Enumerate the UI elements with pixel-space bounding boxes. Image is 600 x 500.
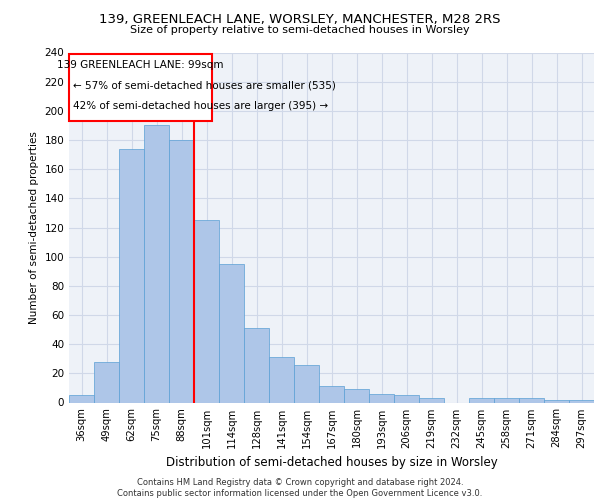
Bar xyxy=(344,390,369,402)
Bar xyxy=(319,386,344,402)
Bar xyxy=(94,362,119,403)
Bar xyxy=(569,400,594,402)
Y-axis label: Number of semi-detached properties: Number of semi-detached properties xyxy=(29,131,39,324)
Bar xyxy=(544,400,569,402)
Bar xyxy=(169,140,194,402)
Bar xyxy=(144,126,169,402)
Bar xyxy=(394,395,419,402)
FancyBboxPatch shape xyxy=(69,54,212,121)
Bar xyxy=(244,328,269,402)
Bar xyxy=(494,398,519,402)
Text: 139 GREENLEACH LANE: 99sqm: 139 GREENLEACH LANE: 99sqm xyxy=(57,60,223,70)
X-axis label: Distribution of semi-detached houses by size in Worsley: Distribution of semi-detached houses by … xyxy=(166,456,497,469)
Bar xyxy=(119,149,144,403)
Bar xyxy=(219,264,244,402)
Bar xyxy=(369,394,394,402)
Text: 42% of semi-detached houses are larger (395) →: 42% of semi-detached houses are larger (… xyxy=(73,100,328,110)
Bar xyxy=(294,364,319,403)
Bar xyxy=(469,398,494,402)
Bar xyxy=(269,358,294,403)
Text: ← 57% of semi-detached houses are smaller (535): ← 57% of semi-detached houses are smalle… xyxy=(73,80,335,90)
Text: Size of property relative to semi-detached houses in Worsley: Size of property relative to semi-detach… xyxy=(130,25,470,35)
Text: Contains HM Land Registry data © Crown copyright and database right 2024.
Contai: Contains HM Land Registry data © Crown c… xyxy=(118,478,482,498)
Text: 139, GREENLEACH LANE, WORSLEY, MANCHESTER, M28 2RS: 139, GREENLEACH LANE, WORSLEY, MANCHESTE… xyxy=(99,12,501,26)
Bar xyxy=(419,398,444,402)
Bar xyxy=(519,398,544,402)
Bar xyxy=(69,395,94,402)
Bar xyxy=(194,220,219,402)
